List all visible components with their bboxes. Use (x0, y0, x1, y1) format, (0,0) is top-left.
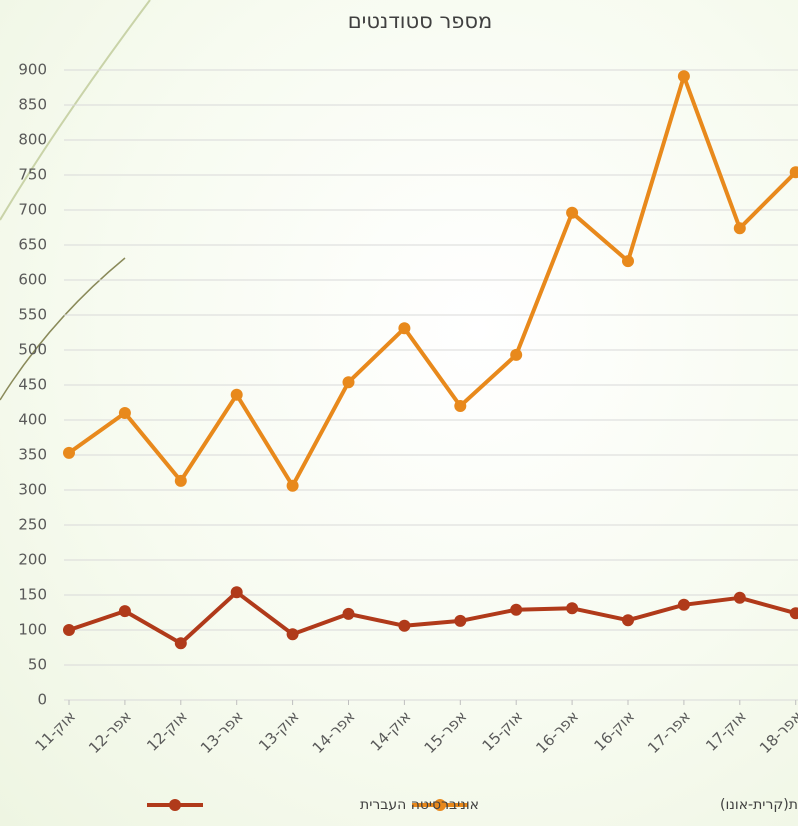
legend-swatch-marker (434, 799, 446, 811)
grid: 0 50 100 150 200 250 300 350 400 450 500 550 600 650 7… (18, 61, 798, 757)
data-point (677, 70, 690, 83)
data-point (733, 222, 746, 235)
data-point (622, 255, 634, 268)
legend-label: אוניברסיטה העברית (360, 797, 479, 813)
data-point (789, 607, 798, 620)
data-point (733, 591, 746, 604)
y-tick-label: 400 (18, 411, 47, 429)
data-point (342, 376, 355, 389)
y-tick-label: 250 (18, 516, 47, 534)
data-point (566, 206, 579, 219)
x-tick-label: אפר-17 (644, 707, 694, 757)
y-tick-label: 900 (18, 61, 47, 79)
data-point (174, 637, 187, 650)
y-tick-label: 600 (18, 271, 47, 289)
data-point (789, 166, 798, 179)
y-tick-label: 350 (18, 446, 47, 464)
y-tick-label: 50 (28, 656, 47, 674)
y-tick-label: 150 (18, 586, 47, 604)
x-tick-label: אוק-13 (255, 707, 303, 755)
y-tick-label: 650 (18, 236, 47, 254)
data-point (454, 400, 467, 412)
data-point (454, 614, 467, 627)
y-tick-label: 0 (37, 691, 47, 709)
legend-swatch-marker (169, 799, 181, 811)
data-point (510, 348, 523, 361)
x-tick-label: אוק-11 (31, 707, 79, 755)
data-point (622, 614, 634, 627)
data-point (342, 607, 355, 620)
x-tick-label: אוק-15 (479, 707, 527, 755)
data-point (398, 619, 411, 632)
decoration (0, 257, 126, 401)
x-tick-label: אפר-13 (197, 707, 247, 757)
data-point (566, 602, 579, 615)
x-tick-label: אפר-18 (756, 707, 798, 757)
legend-label: הקריה האקדמית(קרית-אונו) (720, 797, 798, 813)
y-tick-label: 450 (18, 376, 47, 394)
y-tick-label: 200 (18, 551, 47, 569)
y-tick-label: 500 (18, 341, 47, 359)
y-tick-label: 800 (18, 131, 47, 149)
y-tick-label: 750 (18, 166, 47, 184)
x-tick-label: אפר-12 (85, 707, 135, 757)
y-tick-label: 550 (18, 306, 47, 324)
chart-title: מספר סטודנטים (348, 9, 493, 33)
y-tick-label: 850 (18, 96, 47, 114)
data-point (398, 322, 411, 335)
data-point (230, 586, 243, 599)
y-tick-label: 300 (18, 481, 47, 499)
y-tick-label: 100 (18, 621, 47, 639)
x-tick-label: אפר-14 (309, 707, 359, 757)
x-tick-label: אוק-12 (143, 707, 191, 755)
y-tick-label: 700 (18, 201, 47, 219)
data-point (118, 407, 131, 419)
x-tick-label: אפר-16 (532, 707, 582, 757)
data-point (63, 446, 75, 459)
data-point (286, 628, 299, 641)
data-point (63, 624, 75, 636)
x-tick-label: אוק-16 (590, 707, 638, 755)
plot (63, 70, 798, 650)
x-tick-label: אוק-14 (367, 707, 415, 755)
data-point (286, 479, 299, 492)
data-point (230, 388, 243, 401)
x-tick-label: אפר-15 (421, 707, 471, 757)
data-point (174, 474, 187, 487)
decoration (0, 0, 151, 221)
x-tick-label: אוק-17 (702, 707, 750, 755)
series-line (68, 590, 797, 646)
data-point (118, 605, 131, 618)
data-point (677, 598, 690, 611)
series-line (67, 74, 798, 488)
data-point (510, 603, 523, 616)
